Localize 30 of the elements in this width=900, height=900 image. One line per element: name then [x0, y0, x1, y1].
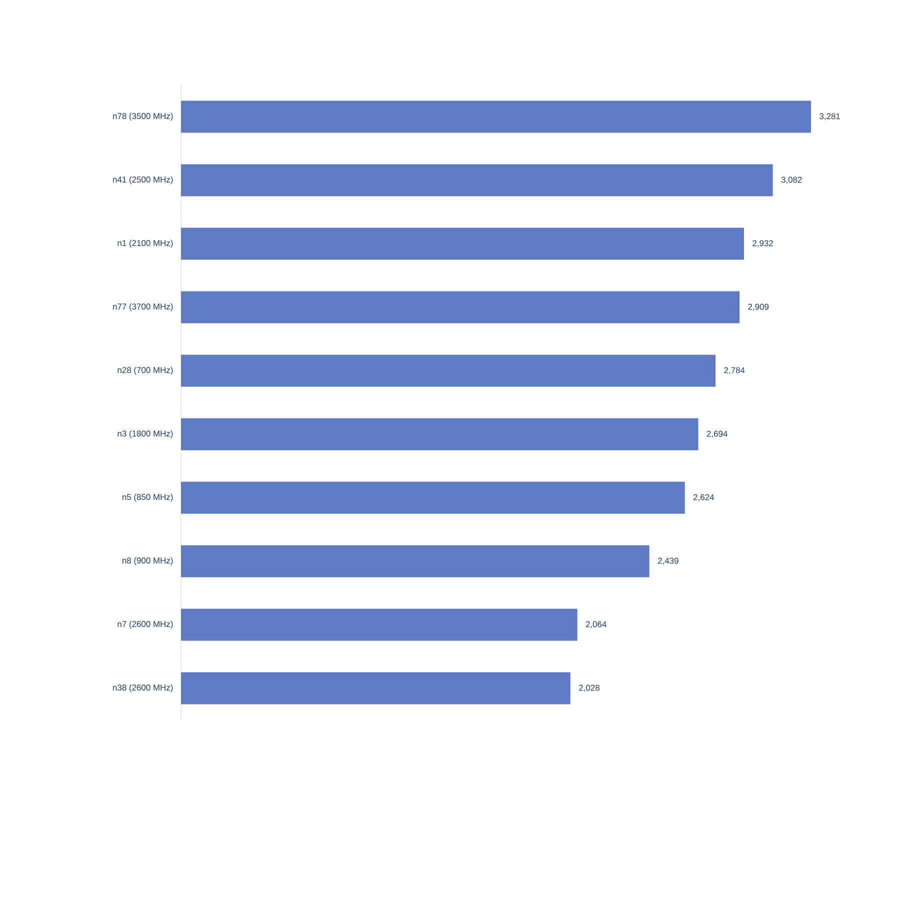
y-tick-label: n1 (2100 MHz)	[118, 240, 173, 248]
bar	[181, 418, 698, 450]
y-tick-label: n38 (2600 MHz)	[113, 684, 173, 692]
y-tick-label: n8 (900 MHz)	[122, 557, 173, 566]
data-label: 2,694	[706, 430, 728, 438]
data-label: 2,624	[693, 494, 714, 502]
y-tick-label: n3 (1800 MHz)	[118, 430, 173, 438]
bar	[181, 228, 744, 260]
y-tick-label: n5 (850 MHz)	[122, 494, 173, 502]
data-label: 2,784	[724, 367, 745, 374]
data-label: 2,439	[658, 558, 678, 565]
data-label: 2,932	[752, 240, 773, 248]
bar	[181, 545, 650, 578]
y-tick-label: n77 (3700 MHz)	[113, 303, 173, 312]
bar	[181, 164, 773, 196]
bar	[181, 608, 578, 641]
bar	[181, 291, 740, 324]
bar	[181, 672, 570, 704]
bar	[181, 100, 812, 133]
y-tick-label: n7 (2600 MHz)	[118, 620, 173, 629]
y-tick-label: n28 (700 MHz)	[118, 366, 173, 375]
data-label: 2,064	[586, 621, 606, 628]
y-tick-label: n41 (2500 MHz)	[113, 176, 173, 184]
data-label: 2,909	[748, 304, 769, 311]
y-tick-label: n78 (3500 MHz)	[113, 112, 173, 121]
data-label: 3,281	[820, 113, 840, 120]
data-label: 3,082	[781, 176, 802, 184]
data-label: 2,028	[579, 684, 600, 692]
bar	[181, 354, 716, 387]
bar	[181, 482, 685, 514]
